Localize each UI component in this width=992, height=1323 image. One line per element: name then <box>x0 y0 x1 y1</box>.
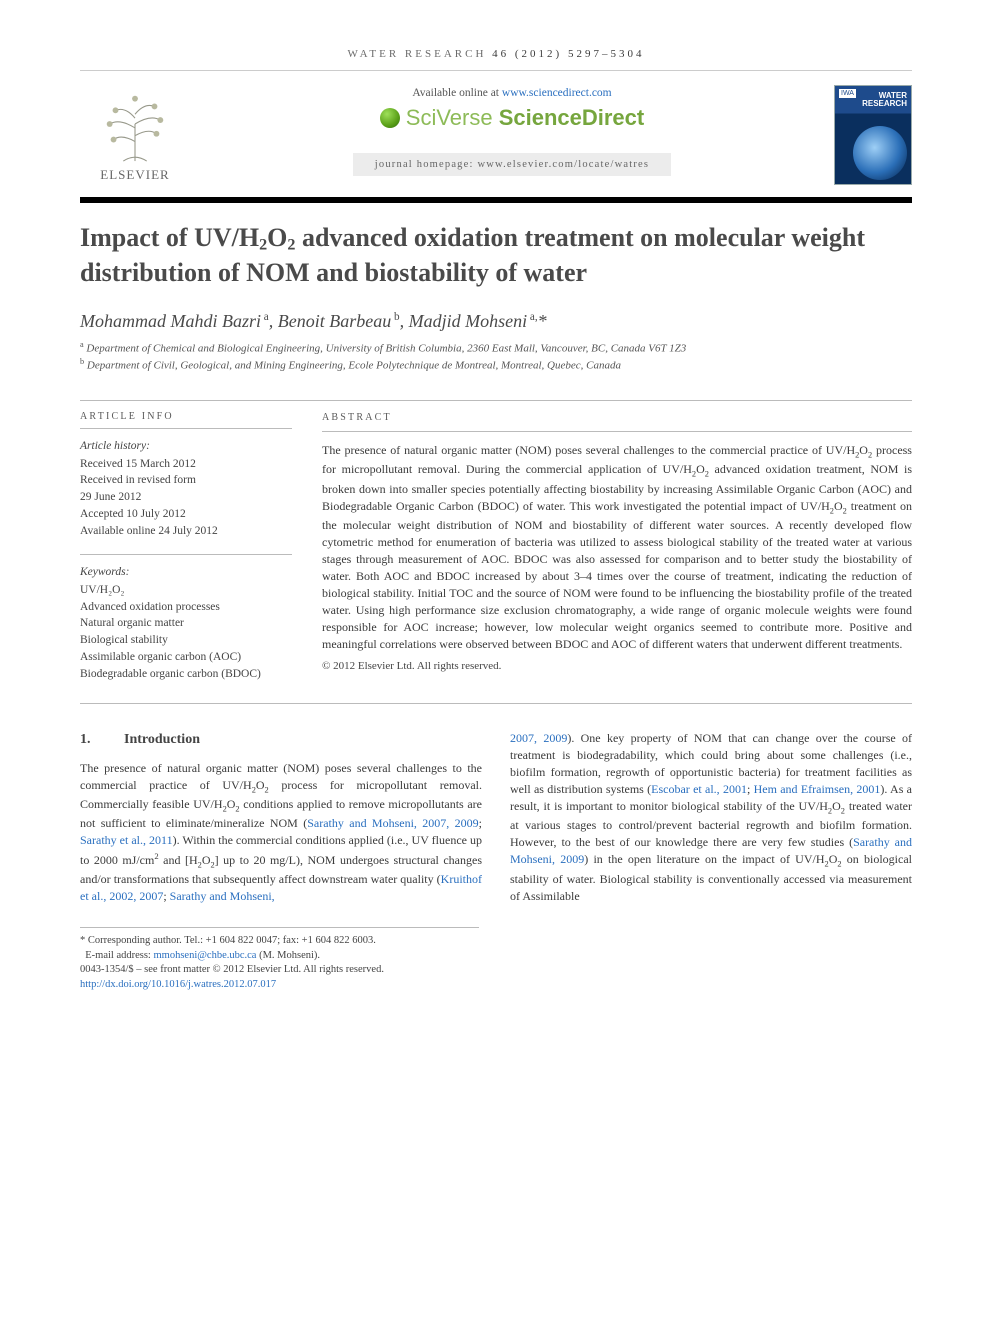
affiliations: a Department of Chemical and Biological … <box>80 340 912 371</box>
journal-homepage: journal homepage: www.elsevier.com/locat… <box>353 153 671 176</box>
history-line: Received 15 March 2012 <box>80 457 292 473</box>
abstract-bottom-rule <box>80 703 912 704</box>
masthead: ELSEVIER Available online at www.science… <box>80 85 912 185</box>
corresponding-email[interactable]: mmohseni@chbe.ubc.ca <box>153 950 256 961</box>
article-title: Impact of UV/H2O2 advanced oxidation tre… <box>80 221 912 289</box>
keywords-block: Keywords: UV/H₂O₂ Advanced oxidation pro… <box>80 565 292 683</box>
running-citation: 46 (2012) 5297–5304 <box>492 48 644 60</box>
sciencedirect-logo: SciVerse ScienceDirect <box>380 105 644 131</box>
body-columns: 1.Introduction The presence of natural o… <box>80 730 912 905</box>
keywords-label: Keywords: <box>80 565 292 581</box>
issn-line: 0043-1354/$ – see front matter © 2012 El… <box>80 963 479 978</box>
publisher-label: ELSEVIER <box>100 167 169 183</box>
history-label: Article history: <box>80 439 292 455</box>
abstract-col: ABSTRACT The presence of natural organic… <box>322 401 912 697</box>
publisher-block: ELSEVIER <box>80 85 190 183</box>
available-line: Available online at www.sciencedirect.co… <box>190 87 834 99</box>
running-head: WATER RESEARCH 46 (2012) 5297–5304 <box>80 48 912 60</box>
sd-ball-icon <box>380 108 400 128</box>
doi-link[interactable]: http://dx.doi.org/10.1016/j.watres.2012.… <box>80 979 276 990</box>
section-heading: 1.Introduction <box>80 730 482 750</box>
corresponding-author: * Corresponding author. Tel.: +1 604 822… <box>80 934 479 949</box>
top-rule <box>80 70 912 71</box>
section-number: 1. <box>80 730 124 750</box>
footer-block: * Corresponding author. Tel.: +1 604 822… <box>80 927 479 993</box>
affiliation: b Department of Civil, Geological, and M… <box>80 357 912 372</box>
history-line: Received in revised form <box>80 473 292 489</box>
article-info-col: ARTICLE INFO Article history: Received 1… <box>80 401 292 697</box>
journal-cover-thumb: IWA WATERRESEARCH <box>834 85 912 185</box>
page-root: WATER RESEARCH 46 (2012) 5297–5304 <box>0 0 992 1033</box>
elsevier-tree-icon <box>96 85 174 163</box>
abstract-text: The presence of natural organic matter (… <box>322 442 912 653</box>
masthead-center: Available online at www.sciencedirect.co… <box>190 85 834 176</box>
keyword: Advanced oxidation processes <box>80 600 292 616</box>
keyword: UV/H₂O₂ <box>80 583 292 599</box>
running-journal: WATER RESEARCH <box>348 48 487 60</box>
cover-title: WATERRESEARCH <box>862 92 907 108</box>
email-line: E-mail address: mmohseni@chbe.ubc.ca (M.… <box>80 949 479 964</box>
abstract-copyright: © 2012 Elsevier Ltd. All rights reserved… <box>322 659 912 675</box>
info-abstract-row: ARTICLE INFO Article history: Received 1… <box>80 401 912 697</box>
info-divider <box>80 554 292 555</box>
history-line: Accepted 10 July 2012 <box>80 507 292 523</box>
keyword: Biological stability <box>80 633 292 649</box>
history-line: 29 June 2012 <box>80 490 292 506</box>
intro-col1: The presence of natural organic matter (… <box>80 760 482 905</box>
section-title: Introduction <box>124 732 200 747</box>
sd-wordmark: SciVerse ScienceDirect <box>406 105 644 131</box>
title-block: Impact of UV/H2O2 advanced oxidation tre… <box>80 203 912 384</box>
keyword: Natural organic matter <box>80 616 292 632</box>
authors: Mohammad Mahdi Bazri a, Benoit Barbeau b… <box>80 311 912 332</box>
history-block: Article history: Received 15 March 2012 … <box>80 439 292 540</box>
intro-col2: 2007, 2009). One key property of NOM tha… <box>510 730 912 905</box>
history-line: Available online 24 July 2012 <box>80 524 292 540</box>
abstract-label: ABSTRACT <box>322 401 912 432</box>
affiliation: a Department of Chemical and Biological … <box>80 340 912 355</box>
article-info-label: ARTICLE INFO <box>80 401 292 429</box>
sciencedirect-link[interactable]: www.sciencedirect.com <box>502 87 612 99</box>
keyword: Assimilable organic carbon (AOC) <box>80 650 292 666</box>
cover-iwa-badge: IWA <box>839 89 856 98</box>
available-text: Available online at <box>412 87 502 99</box>
keyword: Biodegradable organic carbon (BDOC) <box>80 667 292 683</box>
cover-swirl-icon <box>853 126 907 180</box>
